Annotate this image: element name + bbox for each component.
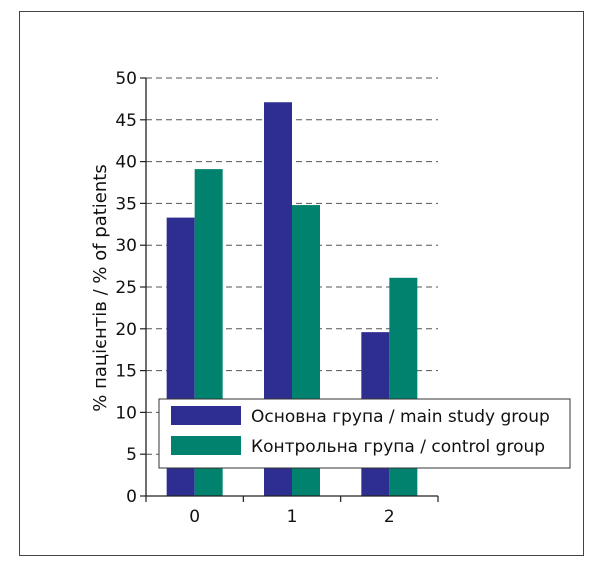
x-tick-label: 0 xyxy=(189,507,200,527)
y-tick-label: 30 xyxy=(115,236,137,256)
legend-swatch-control-group xyxy=(171,436,241,455)
legend-label-control-group: Контрольна група / control group xyxy=(251,437,545,457)
y-tick-label: 25 xyxy=(115,278,137,298)
y-axis-title: % пацієнтів / % of patients xyxy=(90,164,111,411)
y-tick-label: 50 xyxy=(115,69,137,89)
legend-label-main-study-group: Основна група / main study group xyxy=(251,407,550,427)
y-tick-label: 40 xyxy=(115,153,137,173)
y-tick-label: 45 xyxy=(115,111,137,131)
x-tick-label: 2 xyxy=(384,507,395,527)
y-tick-label: 10 xyxy=(115,403,137,423)
axes: 0 5 10 15 20 25 30 35 40 45 50 0 1 2 xyxy=(115,69,439,527)
legend: Основна група / main study group Контрол… xyxy=(158,398,571,469)
y-tick-label: 35 xyxy=(115,194,137,214)
legend-swatch-main-study-group xyxy=(171,406,241,425)
x-tick-label: 1 xyxy=(287,507,298,527)
y-tick-label: 5 xyxy=(126,445,137,465)
y-tick-label: 15 xyxy=(115,362,137,382)
y-tick-label: 20 xyxy=(115,320,137,340)
y-tick-label: 0 xyxy=(126,487,137,507)
